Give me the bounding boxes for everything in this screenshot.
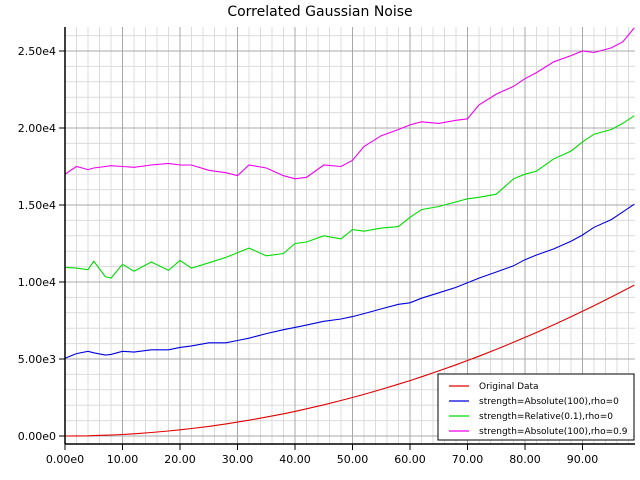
x-axis-ticks: 0.00e0 10.00 20.00 30.00 40.00 50.00 60.00 70.0…	[46, 444, 598, 466]
axes	[64, 27, 635, 445]
series-line-1	[64, 203, 635, 359]
y-axis-ticks: 0.00e0 5.00e3 1.00e4 1.50e4 2.00e4 2.50e4	[18, 45, 65, 443]
x-tick-label: 70.00	[452, 453, 484, 466]
y-tick-label: 2.00e4	[18, 122, 56, 135]
series-line-3	[64, 27, 635, 180]
series-line-0	[64, 284, 635, 437]
chart-title: Correlated Gaussian Noise	[227, 4, 413, 20]
y-tick-label: 1.50e4	[18, 199, 56, 212]
y-tick-label: 0.00e0	[18, 430, 56, 443]
legend-label: Original Data	[479, 382, 539, 392]
x-tick-label: 10.00	[107, 453, 139, 466]
legend-label: strength=Absolute(100),rho=0	[479, 397, 619, 407]
x-tick-label: 50.00	[337, 453, 369, 466]
y-tick-label: 2.50e4	[18, 45, 56, 58]
x-tick-label: 0.00e0	[46, 453, 84, 466]
y-tick-label: 5.00e3	[18, 353, 56, 366]
legend-label: strength=Absolute(100),rho=0.9	[479, 427, 628, 437]
x-tick-label: 90.00	[567, 453, 599, 466]
series-lines	[64, 27, 635, 437]
x-tick-label: 30.00	[222, 453, 254, 466]
x-tick-label: 80.00	[509, 453, 541, 466]
legend: Original Data strength=Absolute(100),rho=…	[437, 373, 635, 441]
y-tick-label: 1.00e4	[18, 276, 56, 289]
x-tick-label: 40.00	[279, 453, 311, 466]
series-line-2	[64, 115, 635, 279]
x-tick-label: 60.00	[394, 453, 426, 466]
x-tick-label: 20.00	[164, 453, 196, 466]
legend-label: strength=Relative(0.1),rho=0	[479, 412, 613, 422]
